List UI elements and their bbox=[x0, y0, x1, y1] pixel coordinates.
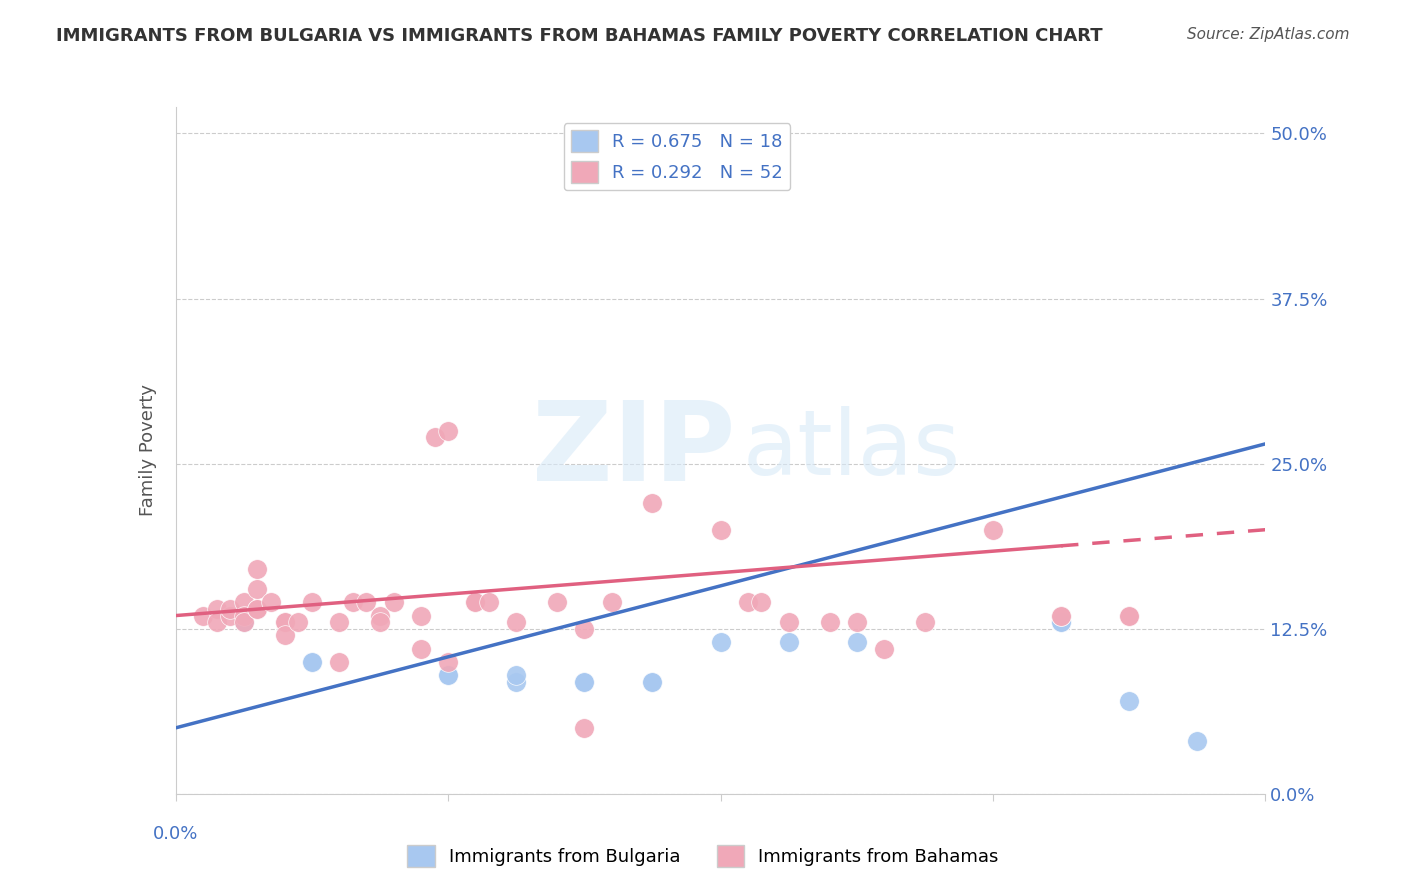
Point bbox=[409, 608, 432, 623]
Text: Source: ZipAtlas.com: Source: ZipAtlas.com bbox=[1187, 27, 1350, 42]
Point bbox=[328, 655, 350, 669]
Point bbox=[287, 615, 309, 630]
Point bbox=[232, 595, 254, 609]
Point bbox=[1050, 608, 1073, 623]
Point bbox=[232, 615, 254, 630]
Point bbox=[574, 721, 596, 735]
Point bbox=[437, 424, 460, 438]
Point bbox=[478, 595, 501, 609]
Point bbox=[342, 595, 364, 609]
Point bbox=[873, 641, 896, 656]
Point bbox=[274, 628, 297, 642]
Point bbox=[274, 615, 297, 630]
Point bbox=[219, 608, 242, 623]
Point bbox=[845, 635, 868, 649]
Point bbox=[1118, 608, 1140, 623]
Point bbox=[1050, 608, 1073, 623]
Point bbox=[778, 615, 800, 630]
Point bbox=[437, 668, 460, 682]
Point bbox=[641, 674, 664, 689]
Point bbox=[981, 523, 1004, 537]
Point bbox=[751, 595, 773, 609]
Point bbox=[914, 615, 936, 630]
Point bbox=[1050, 615, 1073, 630]
Text: ZIP: ZIP bbox=[531, 397, 735, 504]
Text: atlas: atlas bbox=[742, 407, 960, 494]
Point bbox=[1050, 615, 1073, 630]
Point bbox=[328, 615, 350, 630]
Point bbox=[409, 641, 432, 656]
Point bbox=[301, 655, 323, 669]
Point bbox=[205, 602, 228, 616]
Point bbox=[301, 595, 323, 609]
Text: IMMIGRANTS FROM BULGARIA VS IMMIGRANTS FROM BAHAMAS FAMILY POVERTY CORRELATION C: IMMIGRANTS FROM BULGARIA VS IMMIGRANTS F… bbox=[56, 27, 1102, 45]
Point bbox=[232, 615, 254, 630]
Legend: R = 0.675   N = 18, R = 0.292   N = 52: R = 0.675 N = 18, R = 0.292 N = 52 bbox=[564, 123, 790, 191]
Point bbox=[191, 608, 214, 623]
Point bbox=[710, 635, 733, 649]
Point bbox=[274, 615, 297, 630]
Y-axis label: Family Poverty: Family Poverty bbox=[139, 384, 157, 516]
Point bbox=[574, 674, 596, 689]
Point bbox=[600, 595, 623, 609]
Point bbox=[505, 615, 527, 630]
Point bbox=[710, 523, 733, 537]
Point bbox=[205, 615, 228, 630]
Point bbox=[260, 595, 283, 609]
Point bbox=[356, 595, 378, 609]
Point bbox=[505, 674, 527, 689]
Legend: Immigrants from Bulgaria, Immigrants from Bahamas: Immigrants from Bulgaria, Immigrants fro… bbox=[401, 838, 1005, 874]
Point bbox=[818, 615, 841, 630]
Point bbox=[437, 668, 460, 682]
Point bbox=[641, 674, 664, 689]
Point bbox=[574, 674, 596, 689]
Point bbox=[368, 608, 391, 623]
Point bbox=[464, 595, 486, 609]
Point bbox=[1118, 694, 1140, 708]
Point bbox=[574, 622, 596, 636]
Point bbox=[423, 430, 446, 444]
Point bbox=[301, 655, 323, 669]
Point bbox=[246, 602, 269, 616]
Point bbox=[546, 595, 568, 609]
Point bbox=[246, 602, 269, 616]
Point bbox=[737, 595, 759, 609]
Point bbox=[232, 608, 254, 623]
Point bbox=[464, 595, 486, 609]
Point bbox=[382, 595, 405, 609]
Point bbox=[845, 615, 868, 630]
Point bbox=[368, 615, 391, 630]
Point bbox=[246, 562, 269, 576]
Point bbox=[219, 602, 242, 616]
Point bbox=[505, 668, 527, 682]
Point bbox=[778, 635, 800, 649]
Point bbox=[641, 496, 664, 510]
Point bbox=[246, 582, 269, 596]
Point bbox=[437, 655, 460, 669]
Point bbox=[1187, 734, 1209, 748]
Point bbox=[1118, 608, 1140, 623]
Text: 0.0%: 0.0% bbox=[153, 825, 198, 843]
